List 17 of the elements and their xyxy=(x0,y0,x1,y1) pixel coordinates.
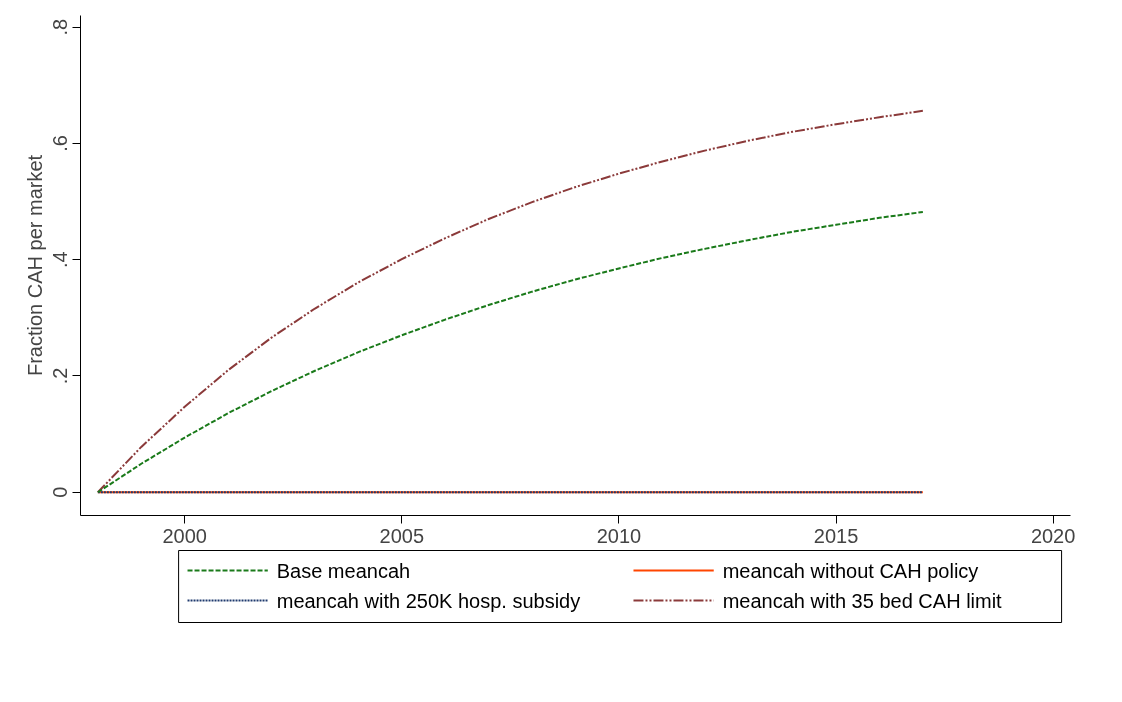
legend-label: meancah without CAH policy xyxy=(722,559,979,582)
legend-label: Base meancah xyxy=(276,559,411,582)
x-tick-label: 2020 xyxy=(1030,524,1076,547)
legend-label: meancah with 250K hosp. subsidy xyxy=(276,589,581,612)
y-tick-label: .2 xyxy=(49,367,72,385)
y-axis-title: Fraction CAH per market xyxy=(23,154,46,377)
x-tick-label: 2010 xyxy=(596,524,642,547)
y-tick-label: .6 xyxy=(49,135,72,152)
y-tick-label: .8 xyxy=(49,18,72,36)
y-tick-label: .4 xyxy=(49,251,72,269)
y-tick-label: 0 xyxy=(49,486,72,498)
line-series xyxy=(96,109,924,494)
x-tick-label: 2000 xyxy=(162,524,207,547)
x-tick-label: 2015 xyxy=(813,524,859,547)
legend-label: meancah with 35 bed CAH limit xyxy=(722,589,1003,612)
x-tick-label: 2005 xyxy=(379,524,425,547)
line-series xyxy=(96,211,924,494)
